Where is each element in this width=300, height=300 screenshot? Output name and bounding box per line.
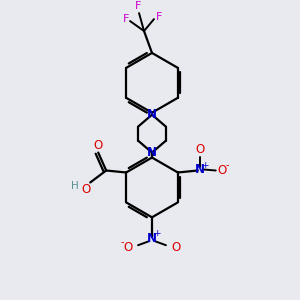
Text: H: H [71,182,79,191]
Text: +: + [153,229,161,238]
Text: -: - [226,160,230,170]
Text: O: O [217,164,226,177]
Text: O: O [94,139,103,152]
Text: N: N [195,163,205,176]
Text: O: O [124,241,133,254]
Text: -: - [120,237,124,247]
Text: N: N [147,146,157,159]
Text: +: + [201,161,208,170]
Text: F: F [135,1,141,11]
Text: N: N [147,108,157,121]
Text: O: O [195,143,204,156]
Text: O: O [82,183,91,196]
Text: F: F [123,14,129,24]
Text: N: N [147,232,157,245]
Text: F: F [156,12,162,22]
Text: O: O [171,241,181,254]
